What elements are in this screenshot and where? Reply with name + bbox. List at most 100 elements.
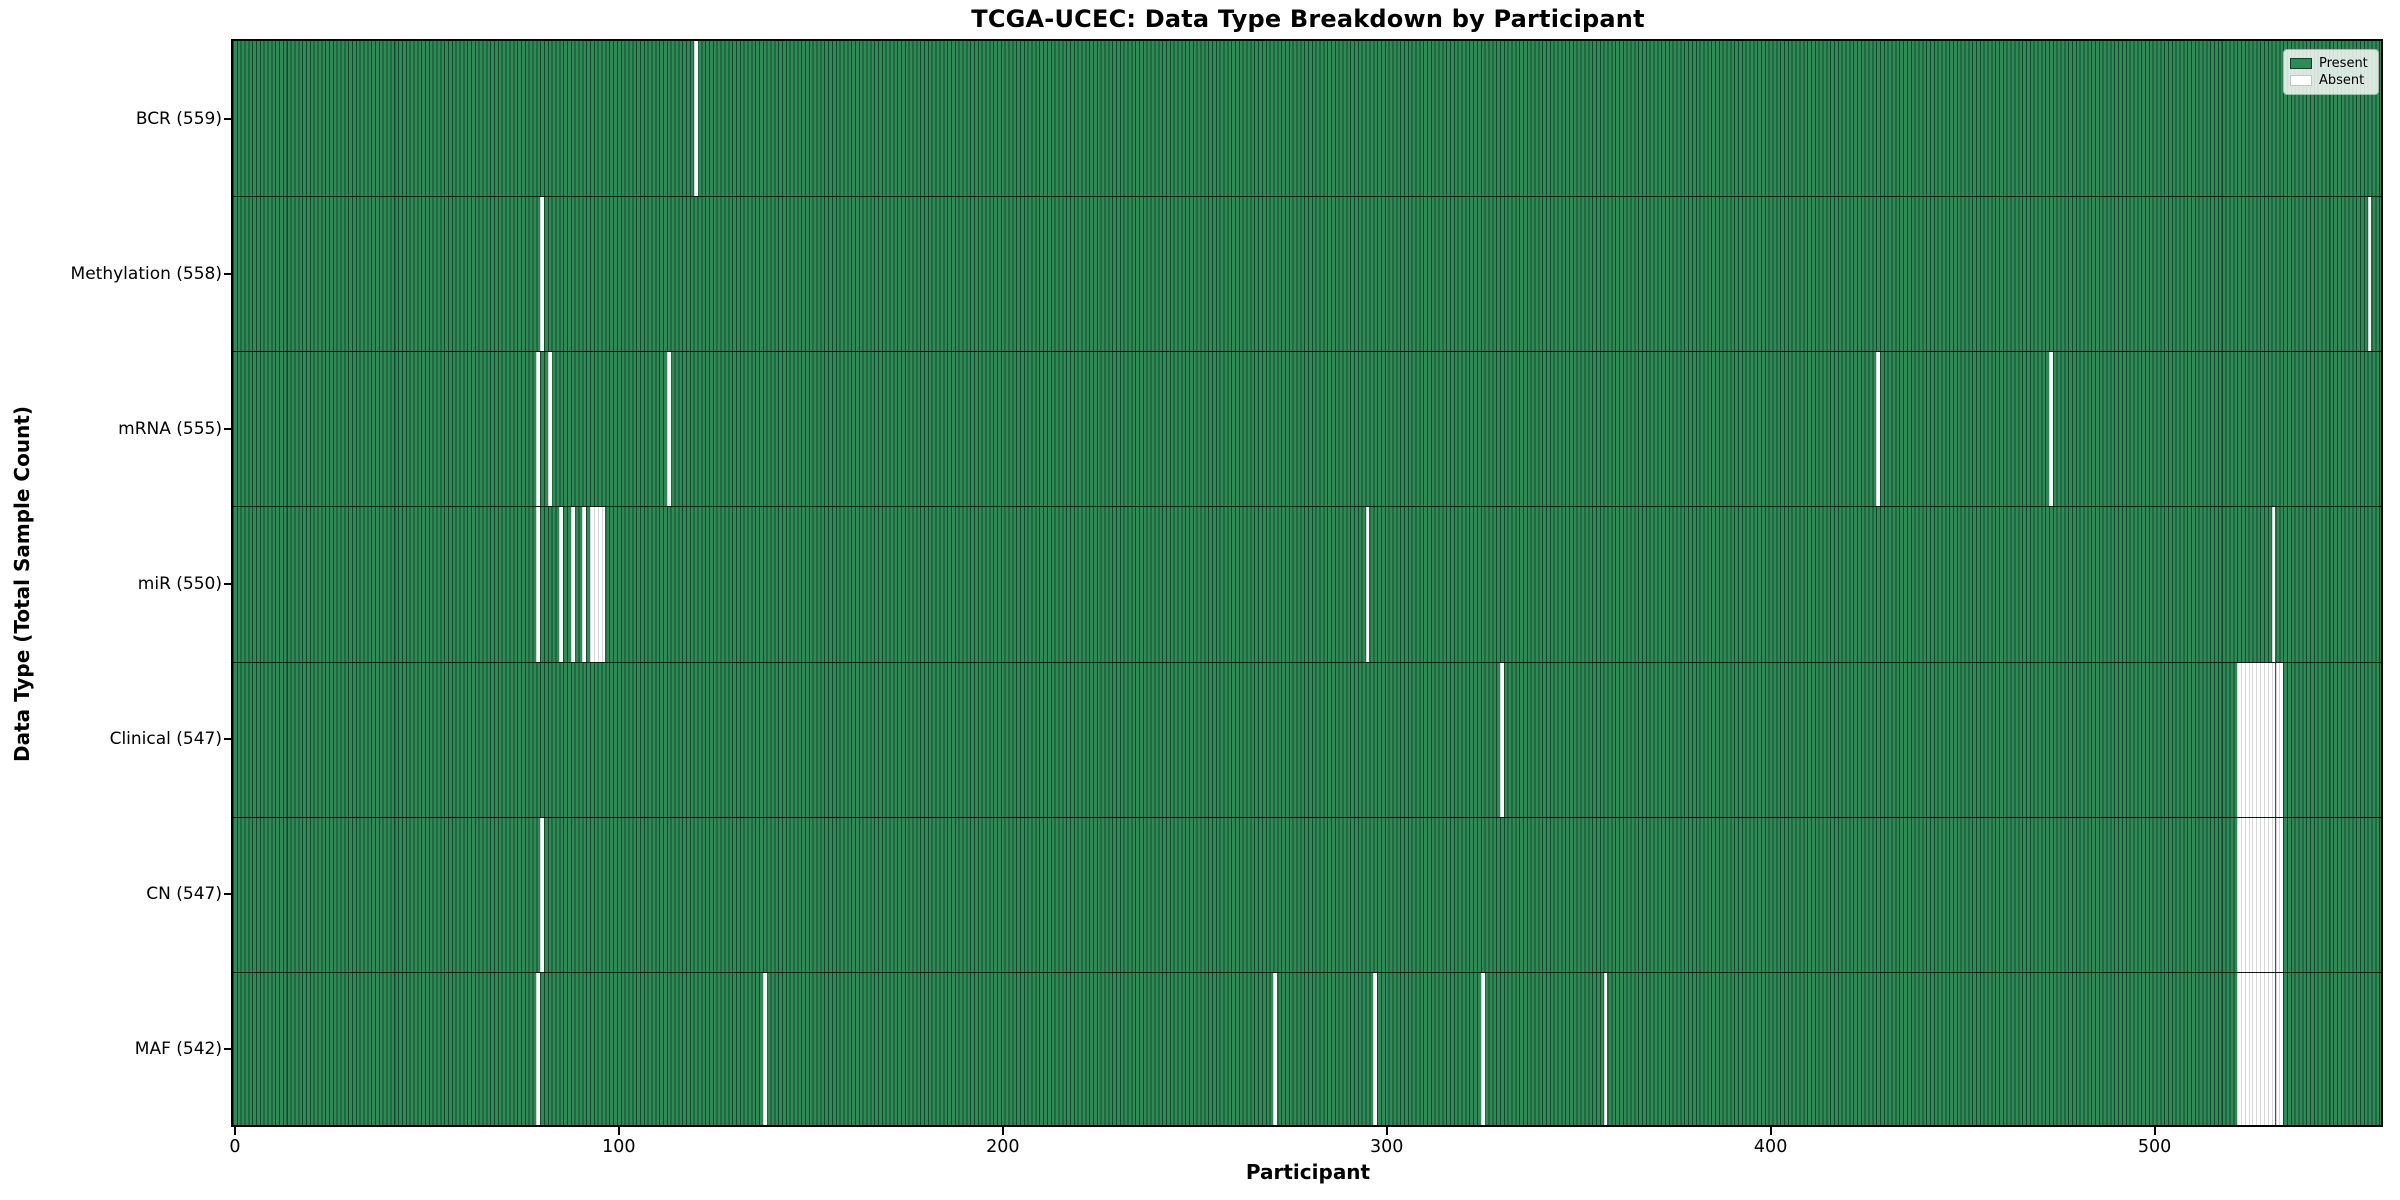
absent-mark-cn-531 (2271, 817, 2276, 972)
legend-entry-absent: Absent (2290, 74, 2372, 87)
heatmap-row-clinical (233, 661, 2383, 817)
absent-mark-cn-530 (2267, 817, 2272, 972)
absent-mark-maf-79 (536, 972, 541, 1127)
absent-mark-clinical-522 (2237, 662, 2241, 817)
legend-entry-present: Present (2290, 57, 2372, 70)
y-tick-mark (224, 272, 232, 275)
y-tick-label-cn: CN (547) (146, 884, 222, 905)
absent-mark-maf-525 (2248, 972, 2253, 1127)
absent-mark-mrna-113 (666, 352, 671, 507)
absent-mark-maf-138 (762, 972, 767, 1127)
y-tick-label-maf: MAF (542) (134, 1039, 222, 1060)
absent-mark-mrna-473 (2048, 352, 2053, 507)
absent-mark-clinical-524 (2244, 662, 2249, 817)
absent-mark-mir-96 (601, 507, 606, 662)
legend-label-absent: Absent (2319, 73, 2365, 88)
heatmap-row-mir (233, 506, 2383, 662)
y-tick-label-mrna: mRNA (555) (118, 418, 222, 439)
absent-mark-maf-522 (2237, 972, 2241, 1127)
plot-area (233, 41, 2383, 1127)
absent-mark-maf-527 (2256, 972, 2261, 1127)
x-tick-mark (1385, 1127, 1388, 1135)
absent-mark-methylation-80 (540, 197, 544, 352)
absent-mark-cn-527 (2256, 817, 2261, 972)
x-tick-label: 500 (2137, 1137, 2172, 1157)
y-tick-mark (224, 1048, 232, 1051)
y-tick-mark (224, 893, 232, 896)
absent-mark-cn-533 (2279, 817, 2284, 972)
x-axis-label: Participant (1245, 1160, 1371, 1184)
absent-mark-mrna-82 (547, 352, 552, 507)
y-tick-mark (224, 583, 232, 585)
y-tick-mark (224, 117, 232, 120)
absent-mark-clinical-523 (2240, 662, 2245, 817)
absent-mark-maf-524 (2244, 972, 2249, 1127)
absent-mark-clinical-525 (2248, 662, 2253, 817)
heatmap-row-mrna (233, 351, 2383, 507)
x-tick-mark (617, 1127, 620, 1135)
heatmap-row-cn (233, 816, 2383, 972)
absent-mark-maf-357 (1603, 972, 1608, 1127)
absent-mark-mir-88 (570, 507, 575, 662)
absent-mark-mir-93 (590, 507, 594, 662)
absent-mark-clinical-330 (1499, 662, 1504, 817)
absent-mark-maf-528 (2260, 972, 2264, 1127)
absent-mark-mir-295 (1365, 507, 1370, 662)
y-tick-label-mir: miR (550) (137, 574, 222, 594)
absent-mark-clinical-529 (2263, 662, 2268, 817)
absent-mark-cn-525 (2248, 817, 2253, 972)
absent-mark-cn-528 (2260, 817, 2264, 972)
legend-swatch-absent (2290, 75, 2312, 86)
absent-mark-mir-94 (593, 507, 598, 662)
absent-mark-mir-531 (2271, 507, 2276, 662)
absent-mark-maf-297 (1373, 972, 1378, 1127)
absent-mark-cn-532 (2275, 817, 2280, 972)
absent-mark-clinical-530 (2267, 662, 2272, 817)
absent-mark-cn-523 (2240, 817, 2245, 972)
absent-mark-methylation-556 (2367, 197, 2372, 352)
heatmap-row-bcr (233, 41, 2383, 197)
legend-swatch-present (2290, 58, 2312, 69)
absent-mark-maf-529 (2263, 972, 2268, 1127)
absent-mark-maf-530 (2267, 972, 2272, 1127)
absent-mark-clinical-531 (2271, 662, 2276, 817)
legend-label-present: Present (2319, 56, 2368, 71)
heatmap-row-maf (233, 971, 2383, 1127)
absent-mark-mir-95 (597, 507, 602, 662)
absent-mark-cn-522 (2237, 817, 2241, 972)
absent-mark-maf-523 (2240, 972, 2245, 1127)
absent-mark-cn-524 (2244, 817, 2249, 972)
chart-title: TCGA-UCEC: Data Type Breakdown by Partic… (971, 5, 1645, 33)
absent-mark-clinical-526 (2252, 662, 2257, 817)
y-tick-mark (224, 738, 232, 741)
x-tick-label: 0 (229, 1137, 241, 1157)
absent-mark-clinical-532 (2275, 662, 2280, 817)
y-tick-label-bcr: BCR (559) (135, 108, 222, 129)
absent-mark-mir-79 (536, 507, 541, 662)
absent-mark-clinical-528 (2260, 662, 2264, 817)
y-tick-label-methylation: Methylation (558) (70, 263, 222, 284)
absent-mark-cn-80 (540, 817, 544, 972)
absent-mark-maf-271 (1273, 972, 1278, 1127)
x-tick-label: 400 (1753, 1137, 1788, 1157)
absent-mark-cn-529 (2263, 817, 2268, 972)
x-tick-label: 100 (602, 1137, 636, 1157)
y-tick-label-clinical: Clinical (547) (109, 729, 222, 750)
absent-mark-maf-531 (2271, 972, 2276, 1127)
absent-mark-mrna-428 (1876, 352, 1881, 507)
x-tick-mark (1001, 1127, 1004, 1135)
absent-mark-cn-526 (2252, 817, 2257, 972)
y-tick-mark (224, 427, 232, 430)
x-tick-mark (1769, 1127, 1772, 1135)
heatmap-row-methylation (233, 196, 2383, 352)
x-tick-label: 300 (1370, 1137, 1404, 1157)
x-tick-mark (2153, 1127, 2156, 1135)
absent-mark-bcr-120 (693, 41, 698, 197)
legend: Present Absent (2283, 49, 2379, 95)
absent-mark-maf-526 (2252, 972, 2257, 1127)
absent-mark-mir-85 (559, 507, 564, 662)
absent-mark-clinical-527 (2256, 662, 2261, 817)
x-tick-mark (233, 1127, 236, 1135)
absent-mark-maf-533 (2279, 972, 2284, 1127)
